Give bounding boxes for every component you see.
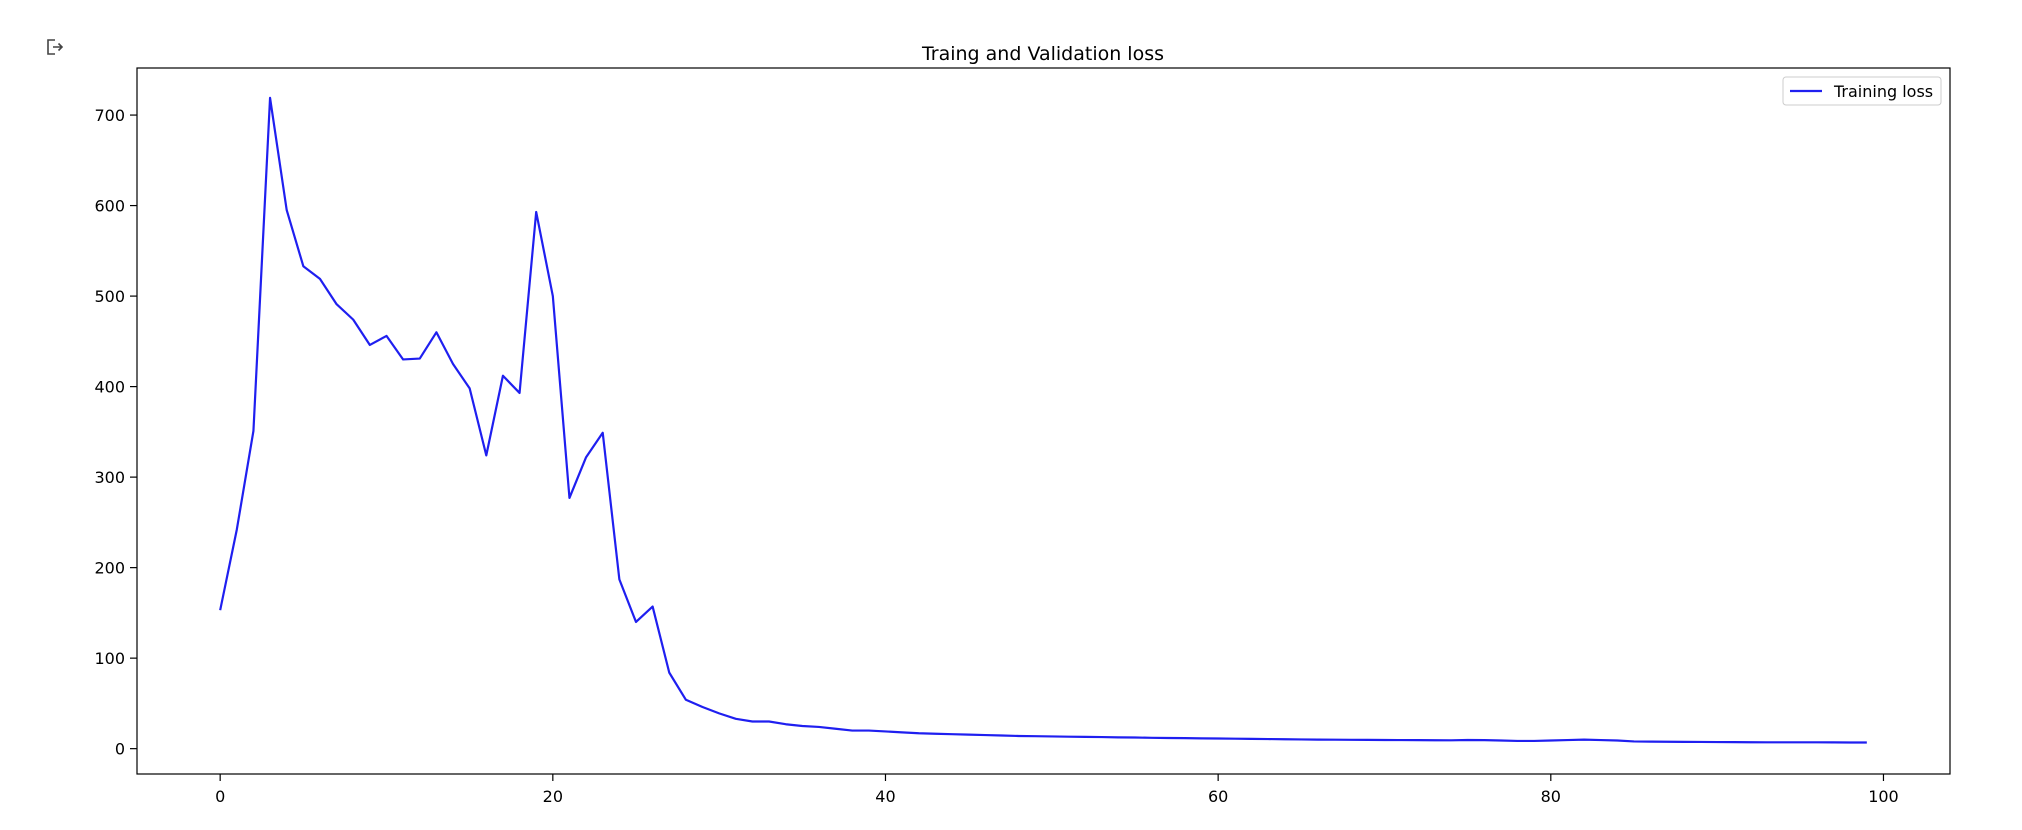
legend-label-training-loss: Training loss xyxy=(1833,82,1933,101)
series-layer xyxy=(219,96,1867,744)
chart-title: Traing and Validation loss xyxy=(921,43,1164,65)
x-tick-label: 60 xyxy=(1208,787,1228,806)
y-tick-label: 0 xyxy=(115,740,125,759)
y-tick-label: 500 xyxy=(94,287,125,306)
x-axis: 0 20 40 60 80 100 xyxy=(215,774,1899,806)
output-redirect-icon[interactable] xyxy=(44,36,66,58)
x-tick-label: 80 xyxy=(1541,787,1561,806)
y-tick-label: 200 xyxy=(94,559,125,578)
y-tick-label: 300 xyxy=(94,468,125,487)
x-tick-label: 20 xyxy=(543,787,563,806)
x-tick-label: 0 xyxy=(215,787,225,806)
x-tick-label: 100 xyxy=(1868,787,1899,806)
y-tick-label: 400 xyxy=(94,378,125,397)
legend-box xyxy=(1782,76,1942,106)
y-tick-label: 700 xyxy=(94,106,125,125)
legend: Training loss xyxy=(1782,76,1942,106)
x-tick-label: 40 xyxy=(875,787,895,806)
plot-frame xyxy=(136,67,1951,775)
y-tick-label: 100 xyxy=(94,649,125,668)
y-tick-label: 600 xyxy=(94,197,125,216)
series-line-training-loss xyxy=(219,96,1867,744)
y-axis: 0 100 200 300 400 500 600 700 xyxy=(94,106,137,759)
